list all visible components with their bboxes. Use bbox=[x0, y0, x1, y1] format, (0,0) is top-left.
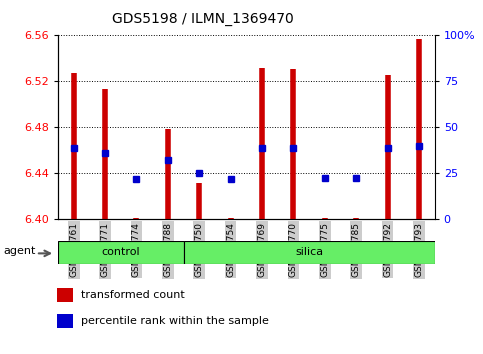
Text: agent: agent bbox=[3, 246, 35, 256]
Bar bbox=[184, 241, 435, 264]
Text: percentile rank within the sample: percentile rank within the sample bbox=[81, 316, 269, 326]
Bar bbox=[57, 287, 73, 302]
Bar bbox=[57, 314, 73, 329]
Text: GDS5198 / ILMN_1369470: GDS5198 / ILMN_1369470 bbox=[112, 12, 294, 27]
Text: control: control bbox=[101, 247, 140, 257]
Bar bbox=[58, 241, 184, 264]
Text: silica: silica bbox=[295, 247, 323, 257]
Text: transformed count: transformed count bbox=[81, 290, 185, 299]
